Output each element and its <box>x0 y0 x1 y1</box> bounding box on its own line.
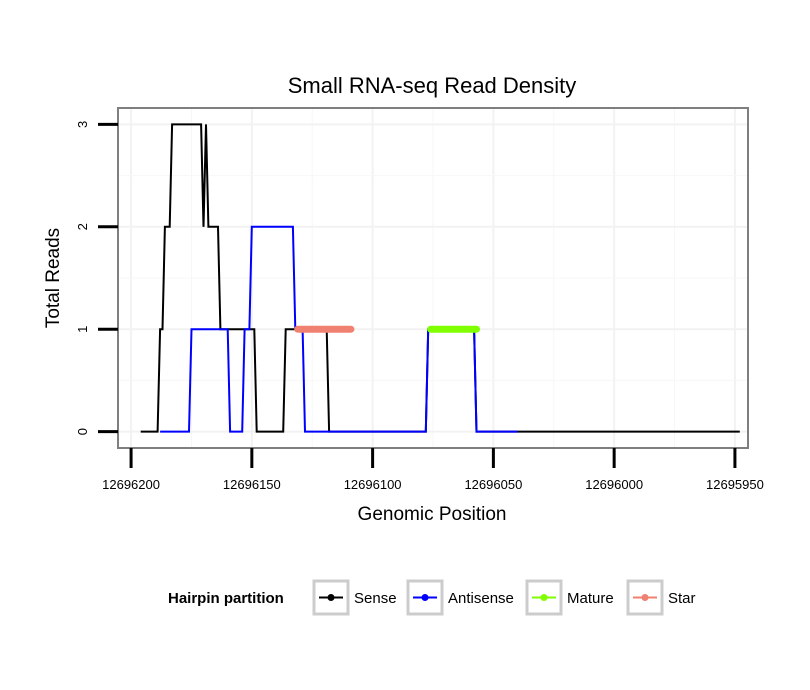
legend-title: Hairpin partition <box>168 590 284 607</box>
y-tick-label: 1 <box>75 326 90 333</box>
x-axis: 12696200 12696150 12696100 12696050 12696000… <box>102 448 764 492</box>
x-tick-label: 12695950 <box>706 477 764 492</box>
x-tick-label: 12696200 <box>102 477 160 492</box>
y-axis: 0 1 2 3 <box>75 121 118 435</box>
chart-title: Small RNA-seq Read Density <box>288 73 577 98</box>
y-tick-label: 2 <box>75 223 90 230</box>
legend-key-dot <box>641 594 649 601</box>
x-tick-label: 12696000 <box>585 477 643 492</box>
x-tick-label: 12696150 <box>223 477 281 492</box>
legend-label-antisense: Antisense <box>448 590 514 607</box>
y-axis-label: Total Reads <box>43 228 64 328</box>
data-series <box>140 123 740 433</box>
y-tick-label: 3 <box>75 121 90 128</box>
legend-label-star: Star <box>668 590 696 607</box>
legend-label-sense: Sense <box>354 590 397 607</box>
x-axis-label: Genomic Position <box>358 504 507 525</box>
x-tick-label: 12696050 <box>464 477 522 492</box>
y-tick-label: 0 <box>75 428 90 435</box>
x-tick-label: 12696100 <box>344 477 402 492</box>
legend-label-mature: Mature <box>567 590 614 607</box>
legend-key-dot <box>327 594 335 601</box>
legend-key-dot <box>421 594 429 601</box>
legend: Hairpin partition Sense Antisense Mature St… <box>168 579 696 616</box>
legend-key-dot <box>540 594 548 601</box>
